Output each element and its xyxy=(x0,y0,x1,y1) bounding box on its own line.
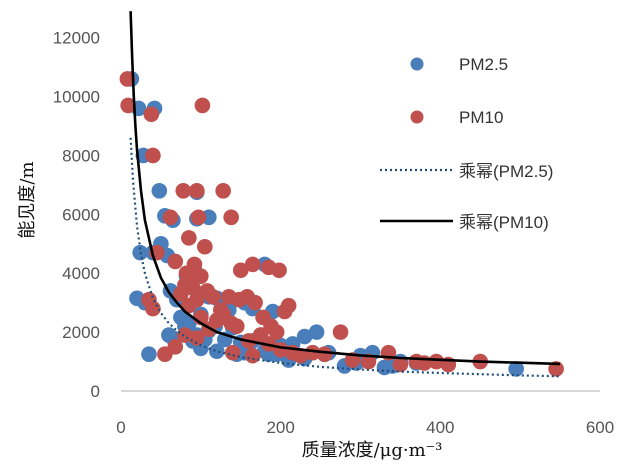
pm10-point xyxy=(428,353,445,370)
pm10-point xyxy=(360,353,377,370)
pm10-point xyxy=(194,97,211,114)
pm10-point xyxy=(162,209,179,226)
y-tick-label: 4000 xyxy=(62,264,100,283)
y-tick-label: 10000 xyxy=(53,88,100,107)
pm10-point xyxy=(175,183,192,199)
pm10-point xyxy=(244,256,261,273)
legend-fit-pm10-label: 乘幂(PM10) xyxy=(459,213,549,232)
pm10-point xyxy=(228,318,245,335)
pm10-point xyxy=(181,297,197,314)
fit-line-pm10 xyxy=(129,11,561,366)
y-tick-label: 2000 xyxy=(62,323,100,342)
pm10-point xyxy=(247,294,263,311)
pm10-point xyxy=(177,327,193,343)
y-tick-labels: 0 2000 4000 6000 8000 10000 12000 xyxy=(53,29,100,401)
pm10-point xyxy=(181,230,197,246)
pm10-point xyxy=(197,238,213,255)
pm10-point xyxy=(223,209,239,226)
pm10-point xyxy=(185,280,201,296)
pm25-point xyxy=(296,328,313,345)
pm10-point xyxy=(145,300,161,317)
pm25-point xyxy=(308,324,325,340)
pm10-point xyxy=(145,147,161,164)
pm10-point xyxy=(268,324,285,340)
pm10-point xyxy=(189,183,205,199)
pm10-point xyxy=(232,262,249,279)
pm10-point xyxy=(190,209,207,226)
pm10-point xyxy=(205,288,221,305)
x-tick-labels: 0 200 400 600 xyxy=(116,418,614,437)
x-tick-label: 600 xyxy=(586,418,614,437)
pm10-point xyxy=(186,256,203,273)
pm25-point xyxy=(141,346,157,363)
legend-pm10-marker xyxy=(410,110,424,124)
x-tick-label: 200 xyxy=(266,418,294,437)
pm10-point xyxy=(271,262,287,279)
legend-pm25-label: PM2.5 xyxy=(459,55,508,74)
pm10-point xyxy=(316,346,333,363)
pm10-point xyxy=(193,268,209,284)
pm10-point xyxy=(280,297,297,314)
pm25-point xyxy=(209,343,225,360)
pm10-point xyxy=(215,183,231,199)
pm10-point xyxy=(212,302,229,318)
x-tick-label: 0 xyxy=(116,418,125,437)
pm25-point xyxy=(151,183,168,199)
pm10-point xyxy=(120,97,136,114)
pm10-point xyxy=(189,330,205,346)
pm10-point xyxy=(143,106,160,123)
pm25-point xyxy=(161,327,177,343)
x-axis-title: 质量浓度/μg·m⁻³ xyxy=(302,440,443,461)
legend-fit-pm25-label: 乘幂(PM2.5) xyxy=(459,162,553,181)
y-tick-label: 0 xyxy=(91,382,100,401)
pm10-point xyxy=(332,324,349,340)
x-tick-label: 400 xyxy=(426,418,454,437)
fit-line-pm25 xyxy=(129,137,561,378)
pm10-point xyxy=(224,344,241,361)
pm10-point xyxy=(292,347,309,364)
y-tick-label: 12000 xyxy=(53,29,100,48)
fit-lines xyxy=(129,11,561,378)
pm10-point xyxy=(167,339,184,355)
y-tick-label: 6000 xyxy=(62,205,100,224)
y-tick-label: 8000 xyxy=(62,146,100,165)
legend: PM2.5 PM10 乘幂(PM2.5) 乘幂(PM10) xyxy=(380,55,553,232)
pm10-point xyxy=(167,253,184,270)
pm10-point xyxy=(119,71,136,87)
pm25-point xyxy=(508,361,524,377)
y-axis-title: 能见度/m xyxy=(17,161,38,238)
legend-pm25-marker xyxy=(410,57,424,71)
pm10-point xyxy=(244,347,261,364)
legend-pm10-label: PM10 xyxy=(459,108,503,127)
pm10-point xyxy=(392,356,409,373)
pm10-point xyxy=(304,344,321,361)
